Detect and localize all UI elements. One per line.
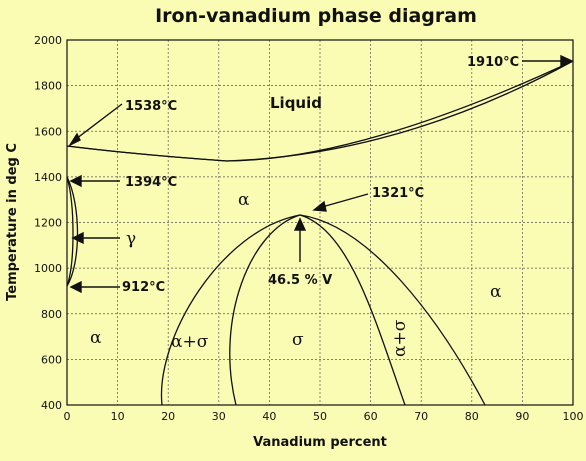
x-tick-label: 100: [563, 410, 584, 423]
arrow-1321: [321, 193, 369, 208]
y-tick-labels: 400 600 800 1000 1200 1400 1600 1800 2000: [34, 34, 62, 412]
phase-alpha-right: α: [490, 282, 502, 302]
x-tick-label: 0: [64, 410, 71, 423]
y-tick-label: 1800: [34, 80, 62, 93]
label-1910: 1910°C: [467, 55, 519, 70]
x-tick-labels: 0 10 20 30 40 50 60 70 80 90 100: [64, 410, 584, 423]
x-tick-label: 80: [465, 410, 479, 423]
x-tick-label: 50: [313, 410, 327, 423]
y-tick-label: 1400: [34, 171, 62, 184]
y-axis-title: Temperature in deg C: [5, 143, 20, 301]
phase-liquid: Liquid: [270, 94, 322, 112]
arrow-46-5-head: [293, 217, 307, 231]
label-1394: 1394°C: [125, 175, 177, 190]
label-1321: 1321°C: [372, 186, 424, 201]
phase-alpha-sigma-right: α+σ: [390, 319, 410, 357]
alpha-sigma-outer-boundary: [160, 214, 486, 406]
x-tick-label: 20: [161, 410, 175, 423]
arrow-912-head: [69, 280, 82, 294]
y-tick-label: 1200: [34, 217, 62, 230]
diagram-title: Iron-vanadium phase diagram: [155, 5, 477, 27]
arrow-1910-head: [560, 54, 574, 68]
arrow-1538: [71, 103, 123, 143]
x-tick-label: 70: [414, 410, 428, 423]
label-912: 912°C: [122, 280, 165, 295]
arrow-1321-head: [312, 200, 327, 212]
gamma-loop-inner: [66, 176, 74, 287]
y-tick-label: 1000: [34, 262, 62, 275]
x-axis-title: Vanadium percent: [253, 435, 387, 450]
phase-alpha-left: α: [90, 328, 102, 348]
grid: [66, 39, 574, 406]
y-tick-label: 400: [41, 399, 62, 412]
gamma-loop-outer: [66, 176, 79, 287]
phase-alpha-mid: α: [238, 190, 250, 210]
arrow-1394-head: [69, 174, 82, 188]
x-tick-label: 40: [262, 410, 276, 423]
solidus-curve: [66, 60, 574, 162]
annotation-arrows: [68, 54, 574, 294]
y-tick-label: 1600: [34, 125, 62, 138]
y-tick-label: 800: [41, 308, 62, 321]
y-tick-label: 2000: [34, 34, 62, 47]
y-tick-label: 600: [41, 353, 62, 366]
x-tick-label: 60: [364, 410, 378, 423]
sigma-phase-boundary: [229, 214, 406, 406]
phase-sigma: σ: [292, 330, 304, 350]
x-tick-label: 30: [212, 410, 226, 423]
label-46-5-percent-v: 46.5 % V: [268, 273, 332, 288]
plot-frame: [66, 39, 574, 406]
label-1538: 1538°C: [125, 99, 177, 114]
phase-alpha-sigma-left: α+σ: [171, 332, 209, 352]
arrow-1538-head: [68, 132, 81, 147]
arrow-gamma-head: [71, 231, 84, 245]
phase-boundaries: [66, 60, 574, 406]
x-tick-label: 10: [111, 410, 125, 423]
phase-gamma: γ: [126, 229, 136, 249]
x-tick-label: 90: [515, 410, 529, 423]
